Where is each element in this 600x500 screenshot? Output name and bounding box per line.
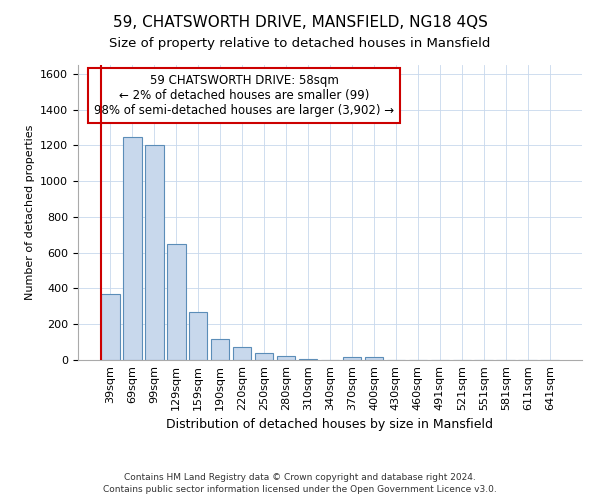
Text: 59 CHATSWORTH DRIVE: 58sqm
← 2% of detached houses are smaller (99)
98% of semi-: 59 CHATSWORTH DRIVE: 58sqm ← 2% of detac… <box>94 74 394 117</box>
Text: Size of property relative to detached houses in Mansfield: Size of property relative to detached ho… <box>109 38 491 51</box>
Bar <box>277 356 295 360</box>
Bar <box>365 357 383 360</box>
Bar <box>145 144 164 360</box>
X-axis label: Distribution of detached houses by size in Mansfield: Distribution of detached houses by size … <box>167 418 493 431</box>
Bar <box>211 338 229 360</box>
Bar <box>255 353 274 360</box>
Bar <box>299 359 317 360</box>
Bar <box>167 244 185 360</box>
Bar <box>123 136 142 360</box>
Bar <box>233 346 251 360</box>
Text: 59, CHATSWORTH DRIVE, MANSFIELD, NG18 4QS: 59, CHATSWORTH DRIVE, MANSFIELD, NG18 4Q… <box>113 15 487 30</box>
Bar <box>101 294 119 360</box>
Bar <box>189 312 208 360</box>
Text: Contains HM Land Registry data © Crown copyright and database right 2024.: Contains HM Land Registry data © Crown c… <box>124 472 476 482</box>
Bar <box>343 358 361 360</box>
Text: Contains public sector information licensed under the Open Government Licence v3: Contains public sector information licen… <box>103 485 497 494</box>
Y-axis label: Number of detached properties: Number of detached properties <box>25 125 35 300</box>
